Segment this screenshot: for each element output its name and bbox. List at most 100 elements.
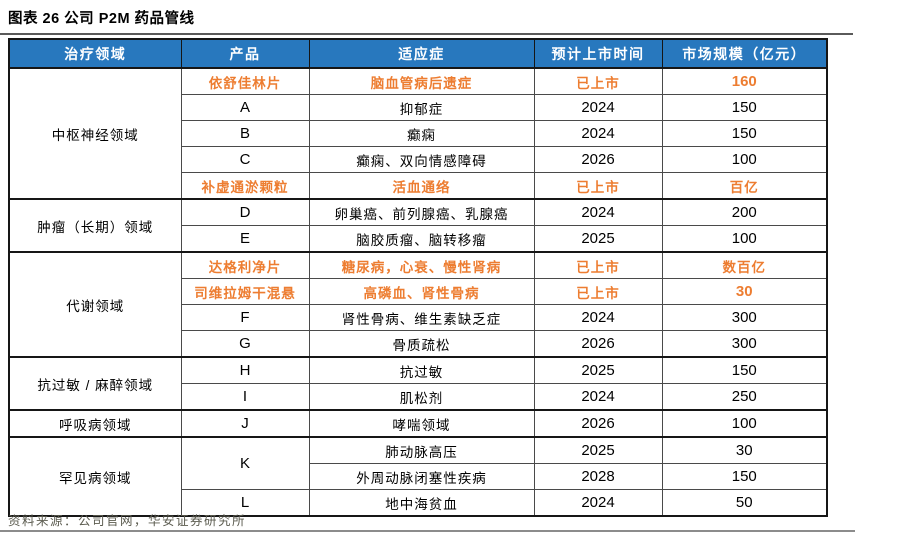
indication-cell: 肾性骨病、维生素缺乏症 <box>308 304 535 331</box>
pipeline-table-row: 呼吸病领域 J 哮喘领域 2026 100 <box>8 409 828 438</box>
product-cell: C <box>180 146 310 173</box>
product-cell: L <box>180 489 310 517</box>
pipeline-table-row: 罕见病领域 K 肺动脉高压 2025 30 <box>8 436 828 517</box>
market-size-cell: 150 <box>661 463 828 490</box>
product-cell: 依舒佳林片 <box>180 67 310 95</box>
launch-date-cell: 2025 <box>533 356 663 384</box>
indication-cell: 肌松剂 <box>308 383 535 411</box>
column-header: 产品 <box>180 38 310 69</box>
indication-cell: 癫痫、双向情感障碍 <box>308 146 535 173</box>
indication-cell: 活血通络 <box>308 172 535 200</box>
market-size-cell: 数百亿 <box>661 251 828 279</box>
market-size-cell: 100 <box>661 146 828 173</box>
pipeline-table-row: E 脑胶质瘤、脑转移瘤 2025 100 <box>9 225 828 253</box>
product-cell: G <box>180 330 310 358</box>
launch-date-cell: 2024 <box>533 120 663 147</box>
product-cell: 补虚通淤颗粒 <box>180 172 310 200</box>
product-cell: E <box>180 225 310 253</box>
launch-date-cell: 2025 <box>533 225 663 253</box>
market-size-cell: 100 <box>661 409 828 438</box>
market-size-cell: 200 <box>661 198 828 226</box>
area-cell: 代谢领域 <box>8 251 182 358</box>
pipeline-table-row: 外周动脉闭塞性疾病 2028 150 <box>9 463 828 490</box>
source-note: 资料来源：公司官网，华安证券研究所 <box>8 513 247 528</box>
launch-date-cell: 2026 <box>533 146 663 173</box>
launch-date-cell: 2026 <box>533 330 663 358</box>
pipeline-table-row: 肿瘤（长期）领域 D 卵巢癌、前列腺癌、乳腺癌 2024 200 <box>8 198 828 253</box>
launch-date-cell: 已上市 <box>533 172 663 200</box>
pipeline-table-row: 中枢神经领域 依舒佳林片 脑血管病后遗症 已上市 160 <box>8 67 828 200</box>
indication-cell: 脑血管病后遗症 <box>308 67 535 95</box>
product-cell: B <box>180 120 310 147</box>
indication-cell: 癫痫 <box>308 120 535 147</box>
launch-date-cell: 2024 <box>533 489 663 517</box>
market-size-cell: 50 <box>661 489 828 517</box>
pipeline-table-row: G 骨质疏松 2026 300 <box>9 330 828 358</box>
indication-cell: 骨质疏松 <box>308 330 535 358</box>
pipeline-table: 治疗领域 产品 适应症 预计上市时间 市场规模（亿元） 中枢神经领域 依舒佳林片 脑血管病后… <box>8 38 828 517</box>
product-cell: 司维拉姆干混悬 <box>180 278 310 305</box>
indication-cell: 哮喘领域 <box>308 409 535 438</box>
column-header: 预计上市时间 <box>533 38 663 69</box>
figure-title: 图表 26 公司 P2M 药品管线 <box>8 11 195 27</box>
table-body: 中枢神经领域 依舒佳林片 脑血管病后遗症 已上市 160 A 抑郁症 2024 150 B 癫痫 20… <box>8 67 828 517</box>
launch-date-cell: 2025 <box>533 436 663 464</box>
table-header-row: 治疗领域 产品 适应症 预计上市时间 市场规模（亿元） <box>8 38 828 69</box>
market-size-cell: 250 <box>661 383 828 411</box>
indication-cell: 抗过敏 <box>308 356 535 384</box>
product-cell: D <box>180 198 310 226</box>
market-size-cell: 30 <box>661 278 828 305</box>
launch-date-cell: 2026 <box>533 409 663 438</box>
pipeline-table-row: L 地中海贫血 2024 50 <box>9 489 828 517</box>
product-cell: F <box>180 304 310 331</box>
pipeline-table-row: 司维拉姆干混悬 高磷血、肾性骨病 已上市 30 <box>9 278 828 305</box>
pipeline-table-row: 抗过敏 / 麻醉领域 H 抗过敏 2025 150 <box>8 356 828 411</box>
column-header: 治疗领域 <box>8 38 182 69</box>
column-header: 市场规模（亿元） <box>661 38 828 69</box>
pipeline-table-row: C 癫痫、双向情感障碍 2026 100 <box>9 146 828 173</box>
product-cell: I <box>180 383 310 411</box>
indication-cell: 外周动脉闭塞性疾病 <box>308 463 535 490</box>
product-cell: 达格利净片 <box>180 251 310 279</box>
indication-cell: 肺动脉高压 <box>308 436 535 464</box>
area-cell: 抗过敏 / 麻醉领域 <box>8 356 182 411</box>
pipeline-table-row: B 癫痫 2024 150 <box>9 120 828 147</box>
indication-cell: 糖尿病，心衰、慢性肾病 <box>308 251 535 279</box>
area-cell: 中枢神经领域 <box>8 67 182 200</box>
title-divider-rule <box>0 33 853 35</box>
market-size-cell: 300 <box>661 304 828 331</box>
pipeline-table-row: 补虚通淤颗粒 活血通络 已上市 百亿 <box>9 172 828 200</box>
pipeline-table-row: F 肾性骨病、维生素缺乏症 2024 300 <box>9 304 828 331</box>
launch-date-cell: 2024 <box>533 198 663 226</box>
market-size-cell: 150 <box>661 356 828 384</box>
launch-date-cell: 已上市 <box>533 278 663 305</box>
launch-date-cell: 2024 <box>533 383 663 411</box>
area-cell: 肿瘤（长期）领域 <box>8 198 182 253</box>
indication-cell: 抑郁症 <box>308 94 535 121</box>
market-size-cell: 150 <box>661 94 828 121</box>
indication-cell: 脑胶质瘤、脑转移瘤 <box>308 225 535 253</box>
launch-date-cell: 2024 <box>533 94 663 121</box>
market-size-cell: 30 <box>661 436 828 464</box>
launch-date-cell: 2028 <box>533 463 663 490</box>
column-header: 适应症 <box>308 38 535 69</box>
indication-cell: 卵巢癌、前列腺癌、乳腺癌 <box>308 198 535 226</box>
pipeline-table-row: I 肌松剂 2024 250 <box>9 383 828 411</box>
market-size-cell: 150 <box>661 120 828 147</box>
pipeline-table-row: 代谢领域 达格利净片 糖尿病，心衰、慢性肾病 已上市 数百亿 <box>8 251 828 358</box>
market-size-cell: 160 <box>661 67 828 95</box>
product-cell: K <box>180 436 310 490</box>
indication-cell: 地中海贫血 <box>308 489 535 517</box>
product-cell: A <box>180 94 310 121</box>
bottom-rule <box>0 530 855 532</box>
indication-cell: 高磷血、肾性骨病 <box>308 278 535 305</box>
market-size-cell: 百亿 <box>661 172 828 200</box>
product-cell: J <box>180 409 310 438</box>
market-size-cell: 300 <box>661 330 828 358</box>
launch-date-cell: 已上市 <box>533 67 663 95</box>
launch-date-cell: 已上市 <box>533 251 663 279</box>
area-cell: 呼吸病领域 <box>8 409 182 438</box>
product-cell: H <box>180 356 310 384</box>
market-size-cell: 100 <box>661 225 828 253</box>
area-cell: 罕见病领域 <box>8 436 182 517</box>
